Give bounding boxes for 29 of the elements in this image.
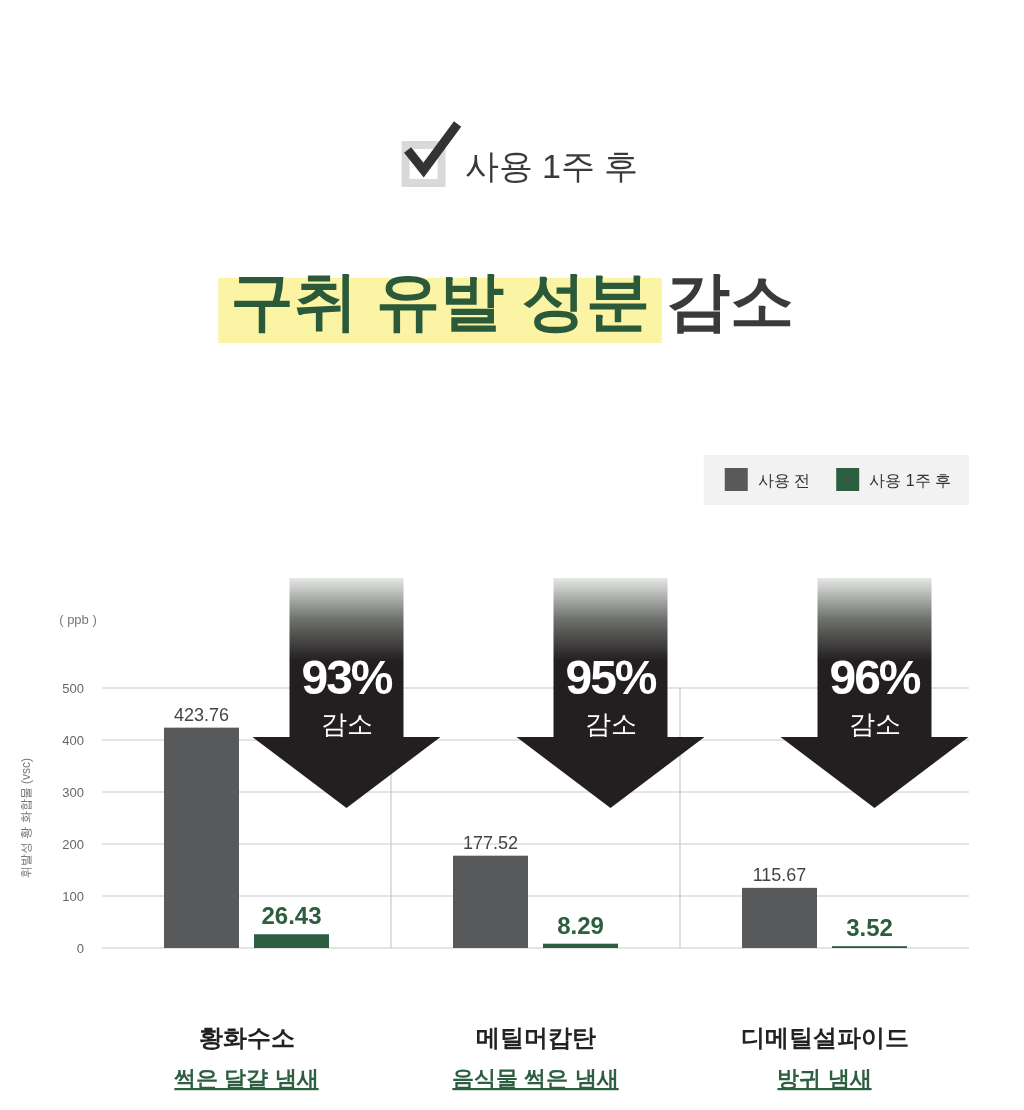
annotation: 93% 감소 bbox=[301, 651, 392, 739]
legend-label: 사용 전 bbox=[757, 471, 811, 489]
bar bbox=[543, 943, 618, 948]
chart-title: 구취 유발 성분 감소 bbox=[230, 265, 794, 337]
bar bbox=[164, 727, 239, 948]
y-tick-label: 500 bbox=[62, 680, 84, 696]
data-label: 177.52 bbox=[462, 832, 519, 853]
x-tick-label: 메틸머캅탄 음식물 썩은 냄새 bbox=[452, 1024, 619, 1091]
y-tick-label: 200 bbox=[62, 836, 84, 852]
data-label: 26.43 bbox=[261, 902, 322, 930]
bar bbox=[254, 934, 329, 948]
legend-label: 사용 1주 후 bbox=[869, 471, 951, 489]
y-axis-title: 휘발성 황 화합물 (vsc) bbox=[19, 758, 33, 878]
y-tick-label: 300 bbox=[62, 784, 84, 800]
bar bbox=[453, 855, 528, 948]
data-label: 3.52 bbox=[846, 914, 893, 942]
data-label: 8.29 bbox=[557, 911, 604, 939]
y-tick-label: 100 bbox=[62, 888, 84, 904]
x-tick-label: 디메틸설파이드 방귀 냄새 bbox=[740, 1024, 909, 1091]
data-label: 423.76 bbox=[173, 704, 230, 725]
text: ( ppb ) bbox=[59, 612, 97, 627]
y-tick-label: 400 bbox=[62, 732, 84, 748]
x-tick-label: 황화수소 썩은 달걀 냄새 bbox=[174, 1024, 319, 1091]
chart-subtitle: 사용 1주 후 bbox=[464, 147, 639, 185]
annotation: 96% 감소 bbox=[829, 651, 920, 739]
data-label: 115.67 bbox=[752, 864, 807, 885]
annotation: 95% 감소 bbox=[565, 651, 656, 739]
y-tick-label: 0 bbox=[76, 940, 84, 956]
bar bbox=[742, 887, 817, 948]
